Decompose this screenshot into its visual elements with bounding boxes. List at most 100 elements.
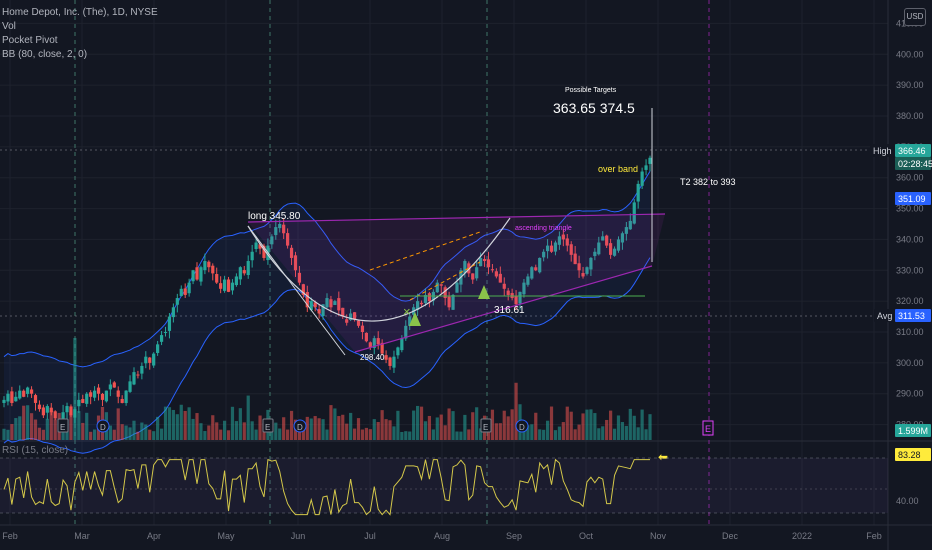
volume-bar bbox=[392, 426, 396, 440]
candle-body bbox=[191, 270, 195, 282]
rsi-pane bbox=[0, 457, 888, 516]
volume-bar bbox=[92, 429, 97, 440]
rsi-tick-label: 40.00 bbox=[896, 496, 919, 506]
candle-body bbox=[502, 283, 506, 289]
candle-body bbox=[601, 236, 605, 241]
candle-body bbox=[33, 395, 38, 403]
time-tick-label: Nov bbox=[650, 531, 667, 541]
volume-bar bbox=[156, 416, 160, 440]
candle-body bbox=[2, 399, 6, 403]
candle-body bbox=[37, 404, 42, 410]
candle-body bbox=[498, 273, 502, 283]
long-label[interactable]: long 345.80 bbox=[248, 211, 301, 222]
candle-body bbox=[171, 307, 175, 318]
candle-body bbox=[128, 381, 132, 392]
volume-bar bbox=[502, 410, 506, 440]
candle-body bbox=[199, 267, 203, 282]
volume-bar bbox=[644, 429, 648, 440]
candle-body bbox=[506, 290, 510, 295]
time-tick-label: Aug bbox=[434, 531, 450, 541]
level-298-label[interactable]: 298.40 bbox=[360, 353, 385, 362]
volume-bar bbox=[538, 429, 542, 440]
candle-body bbox=[644, 165, 648, 170]
volume-bar bbox=[455, 431, 459, 440]
triangle-bottom-line bbox=[354, 265, 653, 353]
volume-bar bbox=[356, 418, 361, 440]
volume-bar bbox=[612, 428, 617, 440]
candle-body bbox=[317, 309, 321, 314]
candle-body bbox=[427, 293, 432, 302]
t2-label[interactable]: T2 382 to 393 bbox=[680, 177, 736, 187]
volume-bar bbox=[605, 419, 609, 440]
level-316-label[interactable]: 316.61 bbox=[494, 305, 525, 316]
volume-bar bbox=[333, 408, 337, 440]
candle-body bbox=[175, 298, 179, 305]
candle-body bbox=[144, 356, 148, 364]
candle-body bbox=[447, 296, 451, 308]
time-tick-label: Jul bbox=[364, 531, 376, 541]
candle-body bbox=[14, 396, 18, 402]
candle-body bbox=[45, 406, 49, 413]
candle-body bbox=[573, 253, 577, 265]
candle-body bbox=[195, 267, 199, 280]
volume-bar bbox=[199, 423, 203, 440]
volume-bar bbox=[640, 409, 644, 440]
volume-bar bbox=[506, 416, 510, 440]
event-glyph: E bbox=[60, 423, 65, 432]
volume-bar bbox=[412, 410, 416, 440]
legend-pocket-pivot[interactable]: Pocket Pivot bbox=[2, 35, 58, 46]
volume-bar bbox=[577, 424, 581, 440]
candles bbox=[2, 155, 652, 425]
candle-body bbox=[222, 279, 227, 291]
candle-body bbox=[479, 257, 483, 267]
volume-bar bbox=[215, 422, 219, 440]
candle-body bbox=[313, 302, 317, 308]
time-tick-label: Apr bbox=[147, 531, 161, 541]
volume-bar bbox=[624, 425, 628, 440]
volume-bar bbox=[553, 430, 558, 440]
volume-bar bbox=[364, 427, 368, 440]
time-tick-label: 2022 bbox=[792, 531, 812, 541]
upcoming-earnings-glyph: E bbox=[705, 424, 711, 434]
event-glyph: D bbox=[297, 423, 303, 432]
rsi-legend[interactable]: RSI (15, close) bbox=[2, 445, 69, 456]
volume-bar bbox=[2, 428, 6, 440]
volume-bar bbox=[207, 425, 211, 440]
candle-body bbox=[136, 374, 140, 376]
volume-bar bbox=[569, 411, 573, 440]
volume-bar bbox=[648, 414, 652, 440]
drawings[interactable]: × ⬅ Possible Targets 363.65 374.5 over band T… bbox=[57, 87, 736, 464]
possible-targets-label[interactable]: Possible Targets bbox=[565, 87, 617, 94]
candle-body bbox=[234, 276, 239, 286]
volume-bar bbox=[132, 420, 136, 440]
legend-vol[interactable]: Vol bbox=[2, 21, 16, 32]
candle-body bbox=[226, 279, 231, 292]
candle-body bbox=[530, 267, 534, 279]
volume-bar bbox=[309, 418, 313, 440]
legend-title[interactable]: Home Depot, Inc. (The), 1D, NYSE bbox=[2, 7, 158, 18]
price-tick-label: 310.00 bbox=[896, 327, 924, 337]
targets-label[interactable]: 363.65 374.5 bbox=[553, 100, 635, 116]
volume-bar bbox=[360, 429, 365, 440]
volume-bar bbox=[376, 421, 380, 440]
candle-body bbox=[301, 284, 305, 295]
candle-body bbox=[648, 157, 652, 164]
over-band-label[interactable]: over band bbox=[598, 164, 638, 174]
candle-body bbox=[404, 325, 408, 339]
currency-button[interactable]: USD bbox=[904, 8, 926, 26]
candle-body bbox=[282, 224, 286, 234]
time-tick-label: May bbox=[217, 531, 235, 541]
volume-bar bbox=[545, 420, 550, 440]
volume-bar bbox=[628, 408, 632, 440]
legend-bb[interactable]: BB (80, close, 2, 0) bbox=[2, 49, 88, 60]
candle-body bbox=[254, 242, 258, 250]
event-glyph: E bbox=[265, 423, 270, 432]
candle-body bbox=[85, 393, 89, 404]
candle-body bbox=[451, 294, 455, 310]
volume-bar bbox=[321, 419, 325, 440]
volume-bar bbox=[565, 406, 569, 440]
ascending-triangle-label[interactable]: ascending triangle bbox=[515, 225, 572, 232]
volume-bar bbox=[33, 419, 38, 440]
volume-bar bbox=[152, 431, 156, 440]
